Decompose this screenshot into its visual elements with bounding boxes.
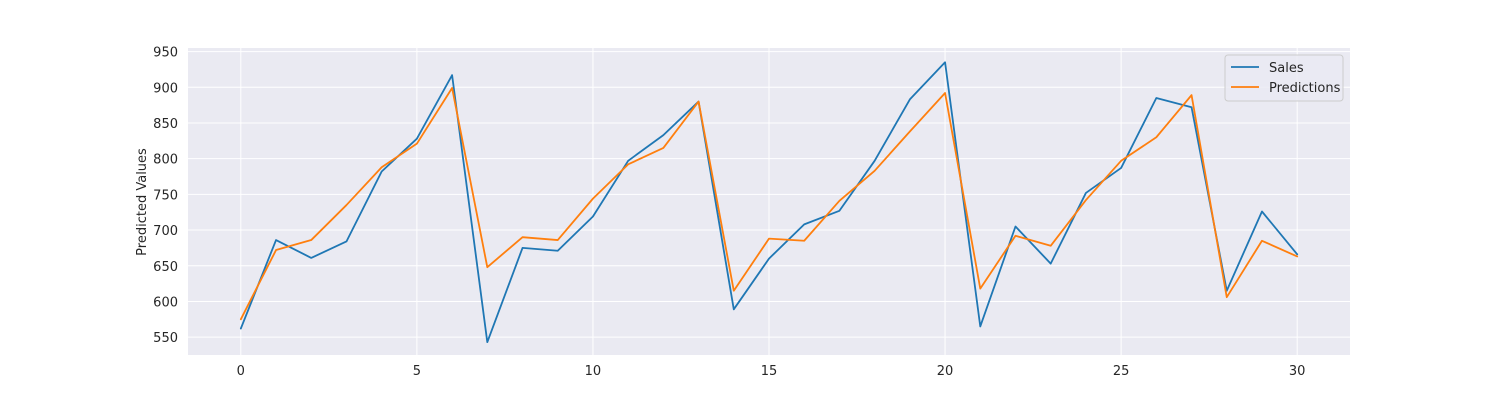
x-tick-label: 20 bbox=[937, 364, 954, 379]
y-tick-label: 850 bbox=[153, 117, 178, 132]
y-tick-label: 700 bbox=[153, 224, 178, 239]
y-tick-label: 550 bbox=[153, 331, 178, 346]
y-tick-labels: 550 600 650 700 750 800 850 900 950 bbox=[153, 46, 178, 347]
series-line-sales bbox=[239, 61, 1299, 344]
x-tick-label: 10 bbox=[585, 364, 602, 379]
x-tick-label: 25 bbox=[1113, 364, 1130, 379]
x-tick-label: 30 bbox=[1289, 364, 1306, 379]
y-axis-label: Predicted Values bbox=[135, 148, 150, 256]
legend-label-sales: Sales bbox=[1269, 61, 1304, 76]
y-tick-label: 750 bbox=[153, 188, 178, 203]
series-layer bbox=[239, 61, 1299, 344]
y-tick-label: 650 bbox=[153, 260, 178, 275]
grid-lines bbox=[188, 48, 1350, 355]
legend: Sales Predictions bbox=[1224, 54, 1344, 102]
y-tick-label: 950 bbox=[153, 46, 178, 61]
y-tick-label: 900 bbox=[153, 81, 178, 96]
y-tick-label: 800 bbox=[153, 153, 178, 168]
x-tick-label: 5 bbox=[413, 364, 421, 379]
series-line-predictions bbox=[239, 87, 1299, 321]
legend-label-predictions: Predictions bbox=[1269, 81, 1341, 96]
y-tick-label: 600 bbox=[153, 295, 178, 310]
x-tick-labels: 0 5 10 15 20 25 30 bbox=[237, 364, 1306, 379]
x-tick-label: 15 bbox=[761, 364, 778, 379]
x-tick-label: 0 bbox=[237, 364, 245, 379]
